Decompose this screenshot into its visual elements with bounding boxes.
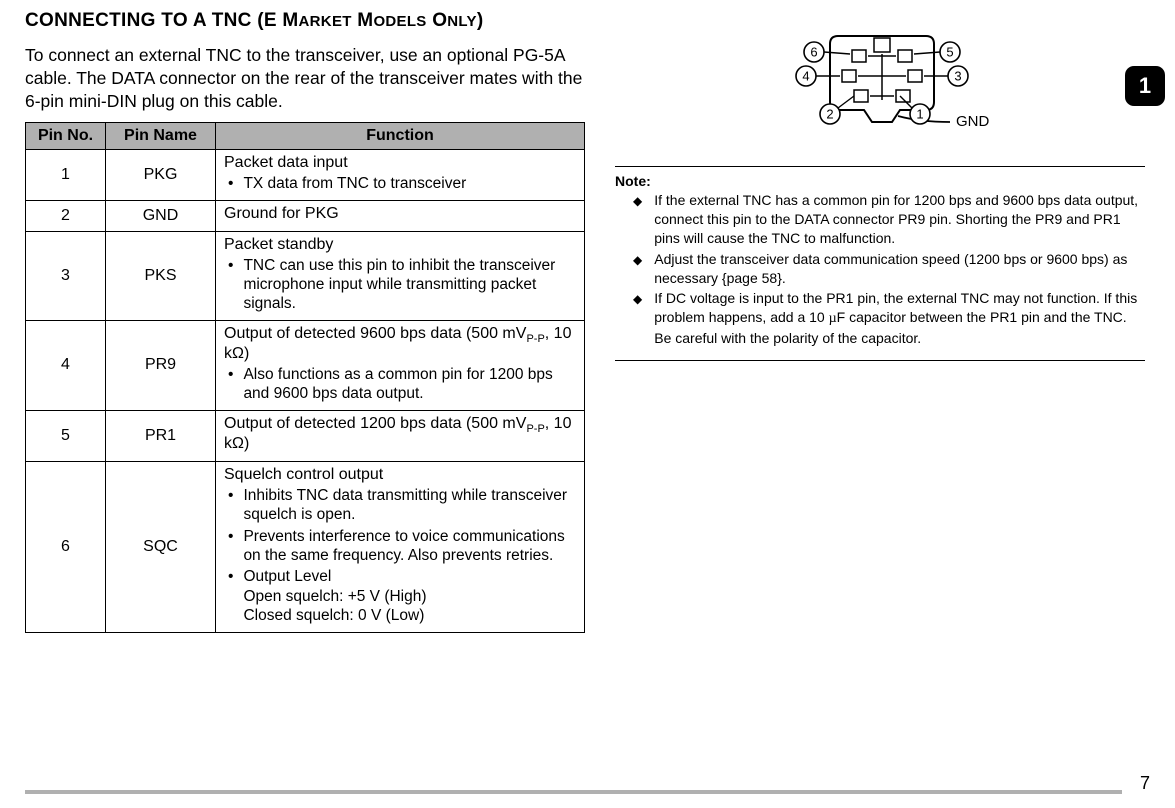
cell-pin-name: SQC bbox=[106, 461, 216, 632]
function-main: Squelch control output bbox=[224, 466, 576, 484]
function-main: Output of detected 1200 bps data (500 mV… bbox=[224, 415, 576, 453]
cell-function: Squelch control output Inhibits TNC data … bbox=[216, 461, 585, 632]
function-bullets: TX data from TNC to transceiver bbox=[224, 174, 576, 193]
function-bullet: Also functions as a common pin for 1200 … bbox=[224, 365, 576, 404]
heading-text: M bbox=[352, 10, 374, 31]
function-bullet: TX data from TNC to transceiver bbox=[224, 174, 576, 193]
diagram-pin-4: 4 bbox=[802, 69, 809, 84]
diagram-pin-3: 3 bbox=[954, 69, 961, 84]
pin-table: Pin No. Pin Name Function 1PKGPacket dat… bbox=[25, 122, 585, 632]
function-bullets: Inhibits TNC data transmitting while tra… bbox=[224, 486, 576, 626]
function-bullets: Also functions as a common pin for 1200 … bbox=[224, 365, 576, 404]
cell-pin-no: 1 bbox=[26, 150, 106, 200]
table-row: 6SQC Squelch control output Inhibits TNC d… bbox=[26, 461, 585, 632]
table-row: 5PR1Output of detected 1200 bps data (50… bbox=[26, 410, 585, 461]
note-title: Note: bbox=[615, 173, 1145, 189]
cell-pin-name: PKG bbox=[106, 150, 216, 200]
note-item: If the external TNC has a common pin for… bbox=[633, 191, 1145, 248]
diagram-pin-5: 5 bbox=[946, 45, 953, 60]
cell-pin-no: 5 bbox=[26, 410, 106, 461]
function-bullet: TNC can use this pin to inhibit the tran… bbox=[224, 256, 576, 314]
section-heading: CONNECTING TO A TNC (E MARKET MODELS ONL… bbox=[25, 10, 585, 32]
connector-diagram: 6 5 4 3 2 1 GND bbox=[615, 30, 1145, 150]
chapter-number: 1 bbox=[1139, 73, 1151, 99]
cell-pin-name: PKS bbox=[106, 231, 216, 320]
note-item: If DC voltage is input to the PR1 pin, t… bbox=[633, 289, 1145, 348]
table-row: 3PKS Packet standby TNC can use this pin t… bbox=[26, 231, 585, 320]
function-main: Ground for PKG bbox=[224, 205, 576, 223]
chapter-tab: 1 bbox=[1125, 66, 1165, 106]
diagram-pin-2: 2 bbox=[826, 107, 833, 122]
cell-function: Output of detected 9600 bps data (500 mV… bbox=[216, 320, 585, 410]
cell-pin-no: 2 bbox=[26, 200, 106, 231]
page-footer: 7 bbox=[25, 773, 1150, 794]
cell-function: Output of detected 1200 bps data (500 mV… bbox=[216, 410, 585, 461]
intro-paragraph: To connect an external TNC to the transc… bbox=[25, 44, 585, 112]
cell-pin-no: 4 bbox=[26, 320, 106, 410]
function-main: Output of detected 9600 bps data (500 mV… bbox=[224, 325, 576, 363]
page-number: 7 bbox=[1140, 773, 1150, 794]
cell-pin-name: PR9 bbox=[106, 320, 216, 410]
diagram-pin-1: 1 bbox=[916, 107, 923, 122]
function-bullet: Prevents interference to voice communica… bbox=[224, 527, 576, 566]
cell-pin-no: 6 bbox=[26, 461, 106, 632]
col-header-pinno: Pin No. bbox=[26, 123, 106, 150]
function-bullets: TNC can use this pin to inhibit the tran… bbox=[224, 256, 576, 314]
diagram-gnd-label: GND bbox=[956, 113, 990, 130]
heading-text: ) bbox=[477, 10, 484, 31]
footer-rule bbox=[25, 790, 1122, 794]
cell-function: Ground for PKG bbox=[216, 200, 585, 231]
table-row: 2GND Ground for PKG bbox=[26, 200, 585, 231]
cell-pin-name: PR1 bbox=[106, 410, 216, 461]
col-header-function: Function bbox=[216, 123, 585, 150]
table-row: 4PR9Output of detected 9600 bps data (50… bbox=[26, 320, 585, 410]
cell-pin-no: 3 bbox=[26, 231, 106, 320]
note-item: Adjust the transceiver data communicatio… bbox=[633, 250, 1145, 288]
heading-text: O bbox=[427, 10, 448, 31]
heading-smallcaps: ODELS bbox=[373, 13, 426, 30]
function-main: Packet standby bbox=[224, 236, 576, 254]
function-bullet: Output Level Open squelch: +5 V (High) C… bbox=[224, 567, 576, 625]
heading-smallcaps: ARKET bbox=[299, 13, 352, 30]
cell-function: Packet data input TX data from TNC to tra… bbox=[216, 150, 585, 200]
heading-text: CONNECTING TO A TNC (E M bbox=[25, 10, 299, 31]
cell-pin-name: GND bbox=[106, 200, 216, 231]
heading-smallcaps: NLY bbox=[447, 13, 477, 30]
col-header-pinname: Pin Name bbox=[106, 123, 216, 150]
function-main: Packet data input bbox=[224, 154, 576, 172]
note-box: Note: If the external TNC has a common p… bbox=[615, 166, 1145, 361]
table-row: 1PKG Packet data input TX data from TNC to… bbox=[26, 150, 585, 200]
diagram-pin-6: 6 bbox=[810, 45, 817, 60]
function-bullet: Inhibits TNC data transmitting while tra… bbox=[224, 486, 576, 525]
cell-function: Packet standby TNC can use this pin to in… bbox=[216, 231, 585, 320]
